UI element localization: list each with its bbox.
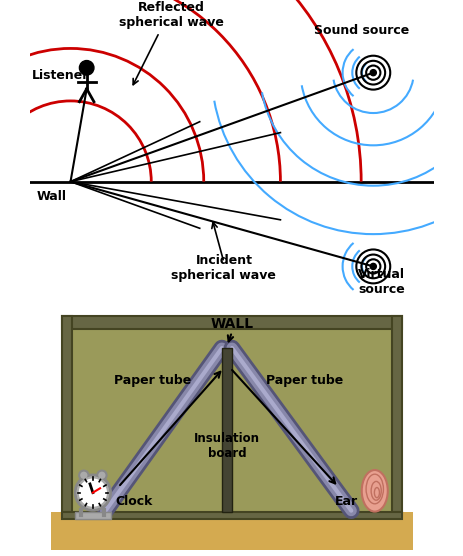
Circle shape [77,478,108,508]
Text: Clock: Clock [115,495,152,508]
Text: Paper tube: Paper tube [265,374,342,387]
Text: Incident
spherical wave: Incident spherical wave [171,254,276,281]
Text: Listener: Listener [32,69,89,82]
Ellipse shape [361,470,387,512]
FancyBboxPatch shape [72,329,391,513]
FancyBboxPatch shape [51,513,412,550]
FancyBboxPatch shape [62,316,72,513]
Text: Paper tube: Paper tube [113,374,191,387]
Circle shape [79,61,94,75]
Circle shape [75,475,110,510]
Text: Ear: Ear [334,495,357,508]
Text: Sound source: Sound source [313,24,408,37]
Circle shape [369,264,375,270]
Text: Reflected
spherical wave: Reflected spherical wave [119,1,224,29]
FancyBboxPatch shape [391,316,401,513]
Text: Virtual
source: Virtual source [357,267,404,296]
FancyBboxPatch shape [221,348,232,513]
Text: WALL: WALL [210,317,253,331]
Circle shape [97,470,106,480]
FancyBboxPatch shape [62,513,401,519]
FancyBboxPatch shape [62,316,401,329]
Circle shape [369,70,375,76]
Text: Wall: Wall [36,190,66,203]
Text: Insulation
board: Insulation board [194,431,259,460]
FancyBboxPatch shape [75,513,111,519]
Circle shape [79,470,88,480]
